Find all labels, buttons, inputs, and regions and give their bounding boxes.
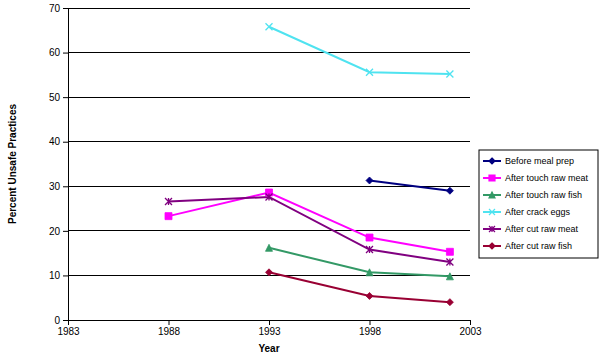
tick-label: 50: [49, 92, 61, 103]
point: [446, 273, 453, 280]
tick-label: 1983: [57, 326, 80, 337]
tick-label: 20: [49, 226, 61, 237]
tick-mark: [68, 320, 69, 325]
point: [165, 213, 172, 220]
legend-marker: [489, 192, 495, 198]
tick: 50: [49, 92, 68, 103]
series-line: [169, 197, 450, 262]
tick-mark: [63, 97, 68, 98]
point: [446, 70, 453, 77]
point: [366, 177, 373, 184]
tick-label: 2003: [459, 326, 482, 337]
tick-label: 10: [49, 270, 61, 281]
tick: 1983: [57, 320, 80, 337]
legend-label: After touch raw fish: [505, 190, 582, 200]
legend: Before meal prep After touch raw meat Afte…: [479, 150, 598, 258]
tick-mark: [63, 53, 68, 54]
legend-label: After cut raw meat: [505, 224, 579, 234]
tick-label: 1993: [258, 326, 281, 337]
legend-label: Before meal prep: [505, 156, 574, 166]
y-axis-title: Percent Unsafe Practices: [7, 104, 18, 225]
tick: 10: [49, 270, 68, 281]
tick-mark: [63, 231, 68, 232]
tick-label: 60: [49, 47, 61, 58]
legend-label: After crack eggs: [505, 207, 571, 217]
tick: 30: [49, 181, 68, 192]
grid-line: [68, 8, 470, 9]
tick-mark: [63, 320, 68, 321]
tick-mark: [269, 320, 270, 325]
tick-mark: [370, 320, 371, 325]
y-axis: 0 10 20 30 40 50 60 70: [49, 3, 69, 326]
point: [266, 244, 273, 251]
tick: 2003: [459, 320, 482, 337]
tick-label: 1988: [158, 326, 181, 337]
marks: [169, 27, 450, 302]
tick-label: 40: [49, 136, 61, 147]
grid-line: [68, 230, 470, 231]
point: [366, 269, 373, 276]
tick-label: 1998: [359, 326, 382, 337]
tick: 40: [49, 136, 68, 147]
point: [165, 198, 172, 205]
legend-marker: [489, 175, 495, 181]
legend-marker: [489, 226, 495, 232]
tick: 0: [54, 315, 68, 326]
tick: 70: [49, 3, 68, 14]
grid-line: [68, 141, 470, 142]
grid-line: [68, 52, 470, 53]
tick: 1988: [158, 320, 181, 337]
point: [366, 69, 373, 76]
tick-label: 0: [54, 315, 60, 326]
series-line: [370, 180, 450, 190]
series-line: [269, 27, 450, 74]
point: [366, 292, 373, 299]
tick-mark: [63, 142, 68, 143]
x-axis: 1983 1988 1993 1998 2003: [57, 320, 482, 337]
legend-box: [479, 150, 598, 258]
series-line: [269, 248, 450, 277]
tick-label: 70: [49, 3, 61, 14]
point: [366, 246, 373, 253]
axis-line: [63, 9, 69, 321]
x-axis-title: Year: [258, 343, 279, 354]
point: [446, 187, 453, 194]
series-line: [269, 272, 450, 302]
tick-mark: [63, 186, 68, 187]
tick-mark: [63, 275, 68, 276]
point: [446, 259, 453, 266]
point: [446, 248, 453, 255]
legend-label: After cut raw fish: [505, 241, 572, 251]
tick: 20: [49, 226, 68, 237]
tick: 60: [49, 47, 68, 58]
legend-marker: [489, 158, 495, 164]
grid-line: [68, 97, 470, 98]
axis-line: [69, 321, 471, 326]
series-line: [169, 193, 450, 252]
tick-mark: [470, 320, 471, 325]
grid: [68, 8, 470, 320]
point: [266, 269, 273, 276]
tick-mark: [63, 8, 68, 9]
point: [266, 23, 273, 30]
point: [366, 234, 373, 241]
tick-label: 30: [49, 181, 61, 192]
plot: 0 10 20 30 40 50 60 70 1983 1988 1993 1998 2003: [49, 3, 482, 337]
point: [446, 299, 453, 306]
legend-marker: [489, 209, 495, 215]
tick: 1998: [359, 320, 382, 337]
points: [165, 23, 453, 305]
legend-marker: [489, 243, 495, 249]
tick-mark: [169, 320, 170, 325]
tick: 1993: [258, 320, 281, 337]
point: [266, 193, 273, 200]
legend-label: After touch raw meat: [505, 173, 589, 183]
